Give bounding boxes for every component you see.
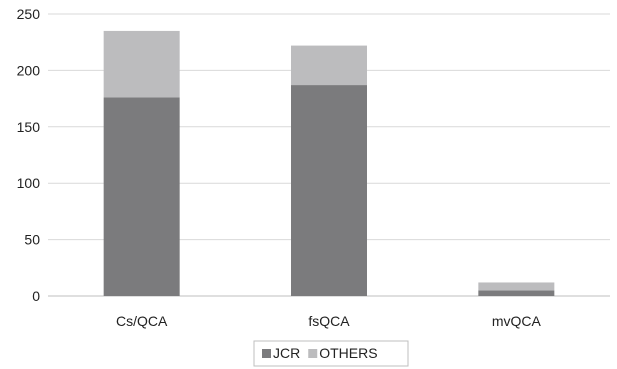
bar-others-2	[478, 282, 555, 291]
legend-swatch-others	[308, 349, 318, 358]
x-tick-label: Cs/QCA	[116, 313, 168, 329]
x-tick-label: fsQCA	[308, 313, 350, 329]
bar-jcr-0	[103, 97, 180, 296]
y-tick-label: 250	[17, 6, 41, 22]
legend-label-others: OTHERS	[319, 345, 377, 361]
y-tick-label: 100	[17, 175, 41, 191]
bar-jcr-2	[478, 290, 555, 296]
y-tick-label: 200	[17, 62, 41, 78]
y-tick-label: 50	[24, 232, 40, 248]
y-tick-label: 150	[17, 119, 41, 135]
x-axis: Cs/QCA fsQCA mvQCA	[116, 313, 542, 329]
bar-others-0	[103, 30, 180, 98]
y-axis: 0 50 100 150 200 250	[17, 6, 41, 304]
legend-box	[253, 340, 409, 367]
bar-jcr-1	[291, 85, 367, 297]
legend-swatch-jcr	[262, 349, 271, 358]
x-tick-label: mvQCA	[492, 313, 542, 329]
bar-others-1	[291, 45, 367, 86]
legend: JCR OTHERS	[253, 340, 409, 367]
bars	[103, 30, 555, 297]
y-tick-label: 0	[32, 288, 40, 304]
legend-label-jcr: JCR	[273, 345, 300, 361]
